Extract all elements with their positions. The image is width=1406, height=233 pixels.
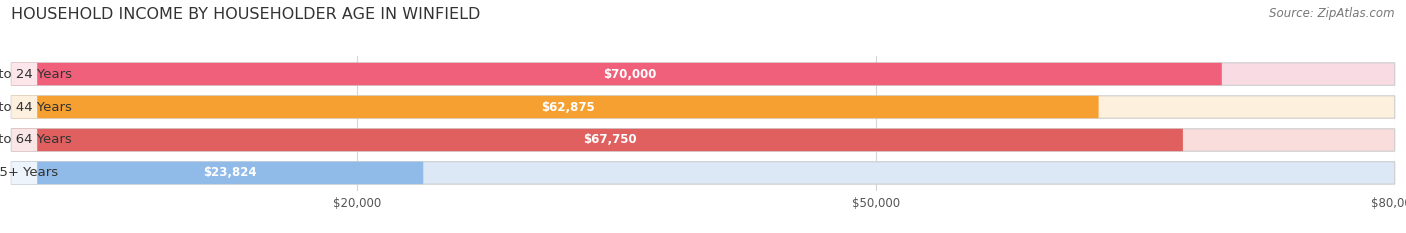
Text: 65+ Years: 65+ Years	[0, 166, 58, 179]
Text: Source: ZipAtlas.com: Source: ZipAtlas.com	[1270, 7, 1395, 20]
FancyBboxPatch shape	[11, 63, 1222, 85]
Text: $23,824: $23,824	[204, 166, 257, 179]
FancyBboxPatch shape	[11, 63, 1395, 85]
FancyBboxPatch shape	[11, 129, 37, 151]
Text: 25 to 44 Years: 25 to 44 Years	[0, 100, 72, 113]
FancyBboxPatch shape	[11, 63, 37, 85]
FancyBboxPatch shape	[11, 162, 37, 184]
Text: $70,000: $70,000	[603, 68, 657, 81]
FancyBboxPatch shape	[11, 162, 1395, 184]
Text: 45 to 64 Years: 45 to 64 Years	[0, 134, 72, 147]
Text: $67,750: $67,750	[583, 134, 637, 147]
FancyBboxPatch shape	[11, 129, 1395, 151]
FancyBboxPatch shape	[11, 96, 1395, 118]
Text: 15 to 24 Years: 15 to 24 Years	[0, 68, 72, 81]
Text: $62,875: $62,875	[541, 100, 595, 113]
FancyBboxPatch shape	[11, 129, 1182, 151]
FancyBboxPatch shape	[11, 96, 1098, 118]
FancyBboxPatch shape	[11, 96, 37, 118]
Text: HOUSEHOLD INCOME BY HOUSEHOLDER AGE IN WINFIELD: HOUSEHOLD INCOME BY HOUSEHOLDER AGE IN W…	[11, 7, 481, 22]
FancyBboxPatch shape	[11, 162, 423, 184]
